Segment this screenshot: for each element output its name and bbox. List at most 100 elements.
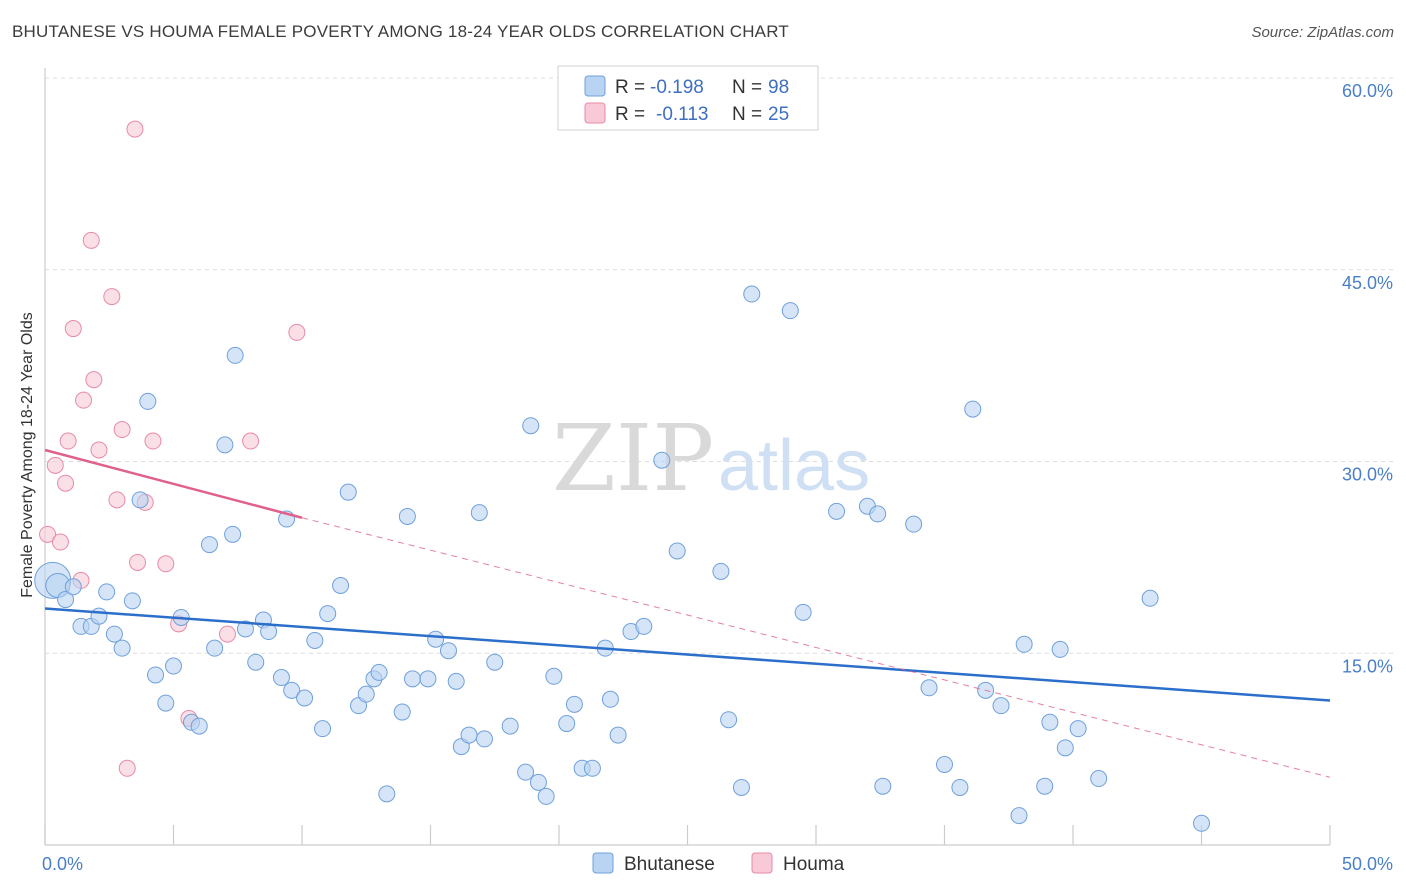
bhutanese-point: [131, 491, 149, 509]
bhutanese-point: [874, 777, 892, 795]
axes: [44, 68, 1331, 846]
bottom-legend-swatch-bhutanese: [592, 852, 614, 874]
y-tick-label: 30.0%: [1342, 465, 1393, 485]
bhutanese-point: [393, 703, 411, 721]
houma-point: [129, 553, 147, 571]
bhutanese-point: [98, 583, 116, 601]
y-tick-label: 60.0%: [1342, 81, 1393, 101]
bhutanese-point: [732, 778, 750, 796]
bhutanese-point: [296, 689, 314, 707]
houma-point: [288, 323, 306, 341]
bhutanese-point: [920, 679, 938, 697]
bhutanese-point: [1141, 589, 1159, 607]
legend-n-value-bhutanese: 98: [768, 77, 789, 98]
bhutanese-point: [332, 576, 350, 594]
houma-point: [82, 231, 100, 249]
bhutanese-point: [378, 785, 396, 803]
houma-point: [118, 759, 136, 777]
houma-point: [113, 421, 131, 439]
chart-title: BHUTANESE VS HOUMA FEMALE POVERTY AMONG …: [12, 22, 789, 41]
bhutanese-point: [147, 666, 165, 684]
bhutanese-point: [236, 620, 254, 638]
bhutanese-point: [517, 763, 535, 781]
houma-point: [39, 525, 57, 543]
bhutanese-point: [781, 302, 799, 320]
watermark: ZIP atlas: [552, 405, 870, 512]
houma-point: [108, 491, 126, 509]
bhutanese-point: [1010, 807, 1028, 825]
houma-point: [75, 391, 93, 409]
houma-point: [90, 441, 108, 459]
bhutanese-point: [558, 715, 576, 733]
bhutanese-point: [460, 726, 478, 744]
bhutanese-point: [635, 617, 653, 635]
series-legend: Bhutanese Houma: [592, 852, 845, 875]
watermark-atlas: atlas: [718, 426, 870, 506]
correlation-legend: R = -0.198 N = 98 R = -0.113 N = 25: [557, 65, 819, 131]
houma-point: [218, 625, 236, 643]
bhutanese-point: [226, 346, 244, 364]
bhutanese-point: [828, 502, 846, 520]
legend-n-value-houma: 25: [768, 104, 789, 125]
bhutanese-points: [34, 285, 1210, 832]
bottom-legend-swatch-houma: [751, 852, 773, 874]
houma-trend-line: [44, 448, 303, 519]
bhutanese-point: [1051, 640, 1069, 658]
source-label: Source: ZipAtlas.com: [1251, 24, 1394, 41]
houma-point: [157, 555, 175, 573]
bhutanese-point: [357, 685, 375, 703]
bhutanese-trend-line: [44, 607, 1331, 702]
bottom-legend-label-bhutanese: Bhutanese: [624, 854, 715, 875]
trend-lines: [44, 448, 1331, 778]
houma-point: [144, 432, 162, 450]
bhutanese-point: [1069, 720, 1087, 738]
bhutanese-point: [1193, 814, 1210, 832]
bhutanese-point: [1041, 713, 1059, 731]
bhutanese-point: [306, 631, 324, 649]
bhutanese-point: [583, 759, 601, 777]
bhutanese-point: [314, 720, 332, 738]
bhutanese-point: [206, 639, 224, 657]
bhutanese-point: [272, 669, 290, 687]
bhutanese-point: [1036, 777, 1054, 795]
bhutanese-point: [283, 681, 301, 699]
bhutanese-point: [123, 592, 141, 610]
bhutanese-point: [529, 773, 547, 791]
bhutanese-point: [537, 787, 555, 805]
x-tick-label: 50.0%: [1342, 854, 1393, 874]
legend-r-label: R =: [615, 104, 645, 125]
legend-r-value-bhutanese: -0.198: [650, 77, 704, 98]
houma-point: [46, 456, 64, 474]
bhutanese-point: [90, 607, 108, 625]
houma-point: [59, 432, 77, 450]
bhutanese-point: [139, 392, 157, 410]
bhutanese-point: [447, 672, 465, 690]
bhutanese-point: [370, 663, 388, 681]
y-tick-label: 15.0%: [1342, 656, 1393, 676]
bhutanese-point: [190, 717, 208, 735]
bhutanese-point: [216, 436, 234, 454]
bhutanese-point: [486, 653, 504, 671]
houma-point: [64, 320, 82, 338]
bhutanese-point: [905, 515, 923, 533]
bhutanese-point: [951, 778, 969, 796]
bhutanese-point: [113, 639, 131, 657]
bhutanese-point: [743, 285, 761, 303]
bhutanese-point: [339, 483, 357, 501]
houma-trend-line-extended: [301, 517, 1331, 778]
houma-points: [39, 120, 306, 777]
houma-point: [242, 432, 260, 450]
bhutanese-point: [653, 451, 671, 469]
y-tick-labels: 15.0% 30.0% 45.0% 60.0%: [1342, 81, 1393, 676]
watermark-zip: ZIP: [552, 405, 714, 512]
bhutanese-point: [427, 630, 445, 648]
bhutanese-point: [165, 657, 182, 675]
legend-n-label: N =: [732, 104, 762, 125]
bhutanese-point: [419, 670, 437, 688]
houma-point: [126, 120, 144, 138]
bottom-legend-label-houma: Houma: [783, 854, 845, 875]
bhutanese-point: [200, 536, 218, 554]
bhutanese-point: [501, 717, 519, 735]
legend-swatch-houma: [584, 102, 606, 124]
